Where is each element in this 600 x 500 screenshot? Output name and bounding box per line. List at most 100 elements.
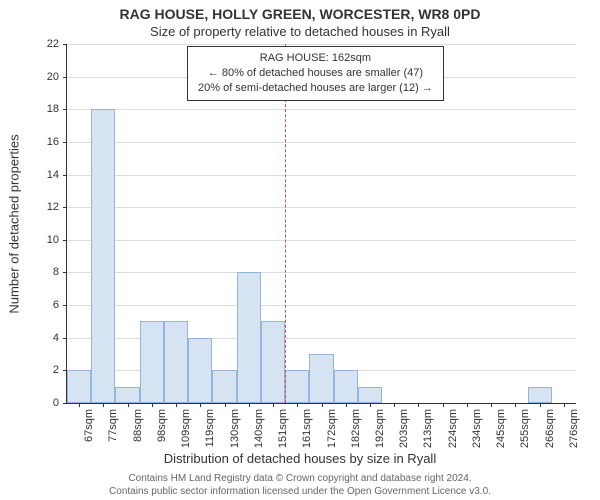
gridline [67,175,576,176]
y-tick-label: 8 [53,266,59,278]
y-tick [63,305,67,306]
x-tick [152,403,153,407]
info-box-line: 20% of semi-detached houses are larger (… [198,81,433,96]
histogram-bar [358,387,382,403]
histogram-bar [309,354,333,403]
x-tick [103,403,104,407]
y-tick-label: 6 [53,299,59,311]
y-tick-label: 4 [53,332,59,344]
info-box-line: RAG HOUSE: 162sqm [198,51,433,66]
x-tick-label: 77sqm [107,409,119,442]
x-tick [564,403,565,407]
y-axis-label: Number of detached properties [7,134,22,313]
x-tick [540,403,541,407]
y-tick [63,142,67,143]
x-tick [346,403,347,407]
x-tick [418,403,419,407]
histogram-bar [140,321,164,403]
attribution-line: Contains public sector information licen… [0,486,600,499]
x-tick [394,403,395,407]
x-tick [297,403,298,407]
gridline [67,109,576,110]
y-tick [63,109,67,110]
histogram-bar [334,370,358,403]
x-tick-label: 67sqm [83,409,95,442]
x-tick [79,403,80,407]
histogram-bar [212,370,236,403]
x-tick [176,403,177,407]
x-tick [273,403,274,407]
y-tick [63,207,67,208]
y-tick [63,44,67,45]
info-box-line: ← 80% of detached houses are smaller (47… [198,66,433,81]
page-title: RAG HOUSE, HOLLY GREEN, WORCESTER, WR8 0… [0,6,600,22]
plot: RAG HOUSE: 162sqm ← 80% of detached hous… [66,44,576,404]
y-tick [63,77,67,78]
histogram-bar [188,338,212,403]
x-tick [128,403,129,407]
y-tick-label: 0 [53,397,59,409]
x-tick-label: 182sqm [350,409,362,448]
x-tick [249,403,250,407]
x-tick-label: 140sqm [253,409,265,448]
y-tick-label: 20 [47,71,59,83]
x-tick [225,403,226,407]
x-tick [515,403,516,407]
y-tick-label: 2 [53,364,59,376]
attribution: Contains HM Land Registry data © Crown c… [0,473,600,498]
info-box: RAG HOUSE: 162sqm ← 80% of detached hous… [187,46,444,101]
histogram-bar [164,321,188,403]
x-tick-label: 98sqm [156,409,168,442]
histogram-bar [67,370,91,403]
x-tick-label: 224sqm [447,409,459,448]
histogram-bar [115,387,139,403]
x-tick-label: 245sqm [495,409,507,448]
x-tick-label: 213sqm [422,409,434,448]
y-tick [63,403,67,404]
gridline [67,142,576,143]
y-tick-label: 14 [47,169,59,181]
x-tick-label: 109sqm [180,409,192,448]
histogram-bar [528,387,552,403]
x-tick [370,403,371,407]
x-axis-label: Distribution of detached houses by size … [0,451,600,466]
y-tick-label: 12 [47,201,59,213]
x-tick-label: 172sqm [326,409,338,448]
x-tick [200,403,201,407]
page-subtitle: Size of property relative to detached ho… [0,24,600,39]
x-tick [467,403,468,407]
y-tick-label: 10 [47,234,59,246]
plot-area: RAG HOUSE: 162sqm ← 80% of detached hous… [66,44,576,404]
x-tick [322,403,323,407]
x-tick-label: 255sqm [519,409,531,448]
y-tick [63,175,67,176]
x-tick-label: 130sqm [229,409,241,448]
x-tick-label: 276sqm [568,409,580,448]
x-tick-label: 161sqm [301,409,313,448]
histogram-bar [91,109,115,403]
attribution-line: Contains HM Land Registry data © Crown c… [0,473,600,486]
histogram-bar [237,272,261,403]
x-tick-label: 266sqm [544,409,556,448]
x-tick-label: 203sqm [398,409,410,448]
y-tick-label: 18 [47,103,59,115]
x-tick-label: 234sqm [471,409,483,448]
x-tick-label: 151sqm [277,409,289,448]
y-tick [63,240,67,241]
chart-root: RAG HOUSE, HOLLY GREEN, WORCESTER, WR8 0… [0,0,600,500]
x-tick-label: 192sqm [374,409,386,448]
y-tick [63,338,67,339]
x-tick [443,403,444,407]
x-tick-label: 119sqm [204,409,216,447]
x-tick [491,403,492,407]
histogram-bar [285,370,309,403]
y-tick-label: 22 [47,38,59,50]
gridline [67,305,576,306]
x-tick-label: 88sqm [132,409,144,442]
gridline [67,44,576,45]
y-tick-label: 16 [47,136,59,148]
histogram-bar [261,321,285,403]
gridline [67,207,576,208]
gridline [67,272,576,273]
y-tick [63,272,67,273]
